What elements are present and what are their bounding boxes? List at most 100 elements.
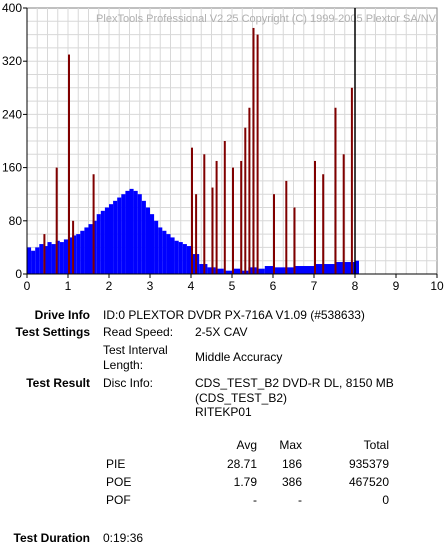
y-tick-label: 0 [15,267,22,281]
bar-mark [293,266,314,274]
bar-mark [182,244,187,274]
x-tick-label: 9 [393,279,400,292]
bar-mark [27,247,32,274]
test-duration-label: Test Duration [13,531,90,545]
bar-mark [314,160,316,274]
bar-mark [256,268,265,274]
bar-mark [55,240,60,274]
x-tick-label: 4 [188,279,195,292]
x-tick-label: 6 [270,279,277,292]
bar-mark [55,167,58,274]
bar-mark [322,174,325,274]
bar-mark [350,87,353,274]
bar-mark [178,242,183,274]
bar-mark [35,247,40,274]
bar-mark [240,160,243,274]
x-tick-label: 3 [147,279,154,292]
bar-mark [133,190,138,274]
bar-mark [43,246,48,274]
bar-mark [285,180,288,274]
test-duration-value: 0:19:36 [103,531,144,545]
bar-mark [39,244,44,274]
bar-mark [223,141,226,274]
stats-row-avg: 1.79 [233,475,257,489]
bar-mark [355,260,359,274]
bar-mark [211,187,214,274]
stats-row-max: 186 [281,457,302,471]
stats-row-name: PIE [106,457,126,471]
disc-info-label: Disc Info: [103,376,154,390]
bar-mark [223,270,232,274]
bar-mark [215,268,224,274]
disc-info-line3: RITEKP01 [195,405,252,419]
bar-mark [170,237,175,274]
read-speed-label: Read Speed: [103,325,174,339]
watermark-text: PlexTools Professional V2.25 Copyright (… [96,13,437,25]
bar-mark [158,227,163,274]
stats-row-avg: 28.71 [226,457,257,471]
interval-label-line2: Length: [103,358,144,372]
bar-mark [96,214,101,274]
drive-info-value: ID:0 PLEXTOR DVDR PX-716A V1.09 (#538633… [103,308,365,322]
bar-mark [150,214,155,274]
x-tick-label: 0 [24,279,31,292]
bar-mark [31,250,36,274]
disc-info-line1: CDS_TEST_B2 DVD-R DL, 8150 MB [195,376,394,390]
bar-mark [63,239,68,274]
bar-mark [43,234,46,274]
x-tick-label: 10 [430,279,444,292]
bar-mark [47,242,52,274]
y-tick-label: 320 [2,54,22,68]
bar-mark [264,266,273,274]
bar-mark [203,154,206,274]
stats-row-total: 467520 [348,475,389,489]
bar-mark [240,270,249,274]
test-result-label: Test Result [26,376,90,390]
bar-mark [72,220,75,274]
x-tick-label: 1 [65,279,72,292]
stats-header-total: Total [363,438,389,452]
disc-info-line2: (CDS_TEST_B2) [195,391,288,405]
bar-mark [244,127,247,274]
bar-mark [51,244,56,274]
bar-mark [174,240,179,274]
bar-mark [88,224,93,274]
x-tick-label: 2 [106,279,113,292]
bar-mark [84,227,89,274]
bar-mark [125,190,130,274]
interval-label-line1: Test Interval [103,343,168,357]
stats-row-name: POE [106,475,132,489]
stats-row-max: 386 [281,475,302,489]
y-tick-label: 80 [9,214,23,228]
bar-mark [273,267,294,274]
bar-mark [232,167,234,274]
bar-mark [117,197,122,274]
bar-mark [76,234,81,274]
stats-row-max: - [298,493,302,507]
stats-header-avg: Avg [236,438,257,452]
bar-mark [137,194,142,274]
bar-mark [314,264,335,274]
y-tick-label: 160 [2,161,22,175]
bar-mark [334,262,355,274]
drive-info-label: Drive Info [34,308,90,322]
bar-mark [72,235,77,274]
bar-mark [92,220,97,274]
bar-mark [232,268,241,274]
bar-mark [113,200,118,274]
bar-mark [248,107,251,274]
x-tick-label: 5 [229,279,236,292]
y-tick-label: 240 [2,107,22,121]
bar-mark [162,230,167,274]
stats-header-max: Max [279,438,302,452]
bar-mark [256,34,259,274]
y-tick-label: 400 [2,1,22,15]
bar-mark [68,237,73,274]
x-tick-label: 7 [311,279,318,292]
stats-row-avg: - [253,493,257,507]
read-speed-value: 2-5X CAV [195,325,248,339]
stats-row-total: 935379 [348,457,389,471]
bar-mark [80,230,85,274]
bar-mark [109,204,114,274]
bar-mark [186,246,191,274]
